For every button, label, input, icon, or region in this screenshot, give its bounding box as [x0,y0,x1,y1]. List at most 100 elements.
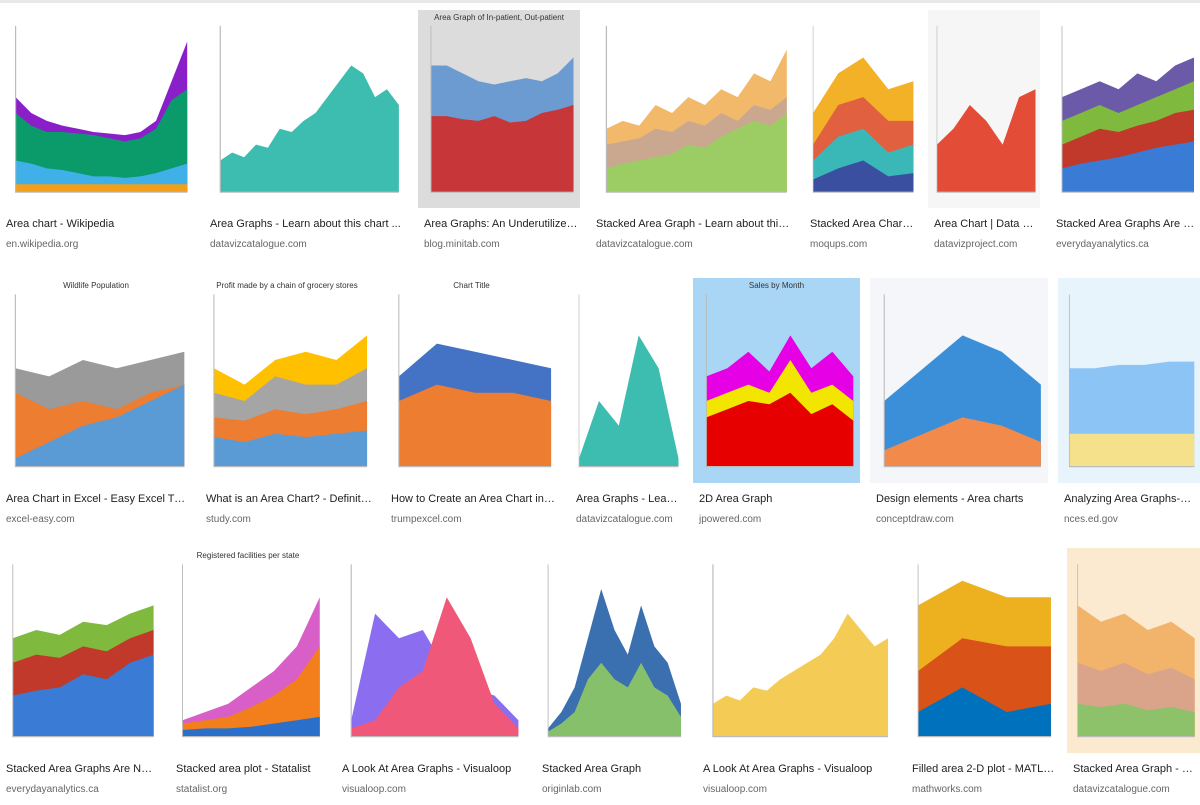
result-title[interactable]: Stacked Area Graphs Are Not Your Friend … [6,763,158,775]
chart-axes [12,564,154,738]
image-result[interactable]: Stacked Area Graph - Learn about this ..… [590,10,795,260]
result-title[interactable]: Stacked area plot - Statalist [176,763,311,775]
result-thumbnail[interactable] [804,10,918,208]
area-series [430,105,574,193]
result-thumbnail[interactable] [536,548,687,753]
area-series [15,384,185,467]
result-title[interactable]: Design elements - Area charts [876,493,1024,505]
image-result[interactable]: Analyzing Area Graphs-NCES Kids' Zone nce… [1058,278,1200,535]
result-thumbnail[interactable] [1050,10,1200,208]
image-result[interactable]: Area Chart | Data Viz Project datavizproj… [928,10,1040,260]
result-source[interactable]: datavizcatalogue.com [596,239,693,250]
result-title[interactable]: Stacked Area Graph - Learn about th... [1073,763,1198,775]
chart-axes [213,294,368,468]
area-chart-thumbnail [1068,294,1195,468]
result-title[interactable]: Area Graphs - Learn about this ... [576,493,681,505]
result-source[interactable]: jpowered.com [699,514,762,525]
image-result[interactable]: Stacked Area Graph originlab.com [536,548,687,805]
result-source[interactable]: excel-easy.com [6,514,75,525]
image-result[interactable]: Design elements - Area charts conceptdraw… [870,278,1048,535]
result-title[interactable]: A Look At Area Graphs - Visualoop [703,763,873,775]
result-thumbnail[interactable] [0,10,195,208]
result-title[interactable]: Area Graphs: An Underutilized Tool [424,218,578,230]
area-series [15,184,188,193]
result-title[interactable]: Stacked Area Graphs Are Not Your Friend … [1056,218,1198,230]
result-source[interactable]: study.com [206,514,251,525]
image-result[interactable]: Filled area 2-D plot - MATLAB area mathwo… [906,548,1057,805]
area-chart-thumbnail [430,25,574,193]
image-result[interactable]: Stacked Area Graphs Are Not Your Friend … [0,548,160,805]
result-source[interactable]: datavizcatalogue.com [1073,784,1170,795]
image-result[interactable]: Area Graphs - Learn about this chart ...… [204,10,407,260]
result-source[interactable]: datavizcatalogue.com [576,514,673,525]
image-result[interactable]: A Look At Area Graphs - Visualoop visualo… [697,548,896,805]
image-result[interactable]: Sales by Month 2D Area Graph jpowered.com [693,278,860,535]
image-result[interactable]: Area Graph of In-patient, Out-patient Are… [418,10,580,260]
area-series [813,160,914,193]
result-thumbnail[interactable] [1058,278,1200,483]
result-source[interactable]: nces.ed.gov [1064,514,1118,525]
result-thumbnail[interactable] [870,278,1048,483]
area-series [182,646,320,737]
area-chart-thumbnail [1077,564,1195,738]
result-title[interactable]: Area Graphs - Learn about this chart ... [210,218,401,230]
result-title[interactable]: 2D Area Graph [699,493,773,505]
result-thumbnail[interactable] [590,10,795,208]
result-title[interactable]: Stacked Area Graph - Learn about this ..… [596,218,793,230]
result-title[interactable]: What is an Area Chart? - Definition ... [206,493,372,505]
result-source[interactable]: trumpexcel.com [391,514,462,525]
result-source[interactable]: visualoop.com [342,784,406,795]
image-result[interactable]: Wildlife Population Area Chart in Excel -… [0,278,192,535]
image-result[interactable]: Stacked Area Graph - Learn about th... da… [1067,548,1200,805]
result-source[interactable]: en.wikipedia.org [6,239,79,250]
result-source[interactable]: mathworks.com [912,784,983,795]
image-result[interactable]: Chart Title How to Create an Area Chart i… [385,278,558,535]
area-chart-thumbnail [547,564,681,738]
image-result[interactable]: Stacked Area Chart Template | ... moqups.… [804,10,918,260]
result-source[interactable]: everydayanalytics.ca [1056,239,1149,250]
image-result[interactable]: A Look At Area Graphs - Visualoop visualo… [336,548,526,805]
result-title[interactable]: Area Chart in Excel - Easy Excel Tutoria… [6,493,190,505]
thumbnail-chart-title: Profit made by a chain of grocery stores [216,281,358,290]
result-thumbnail[interactable] [0,548,160,753]
result-source[interactable]: visualoop.com [703,784,767,795]
result-thumbnail[interactable]: Sales by Month [693,278,860,483]
result-source[interactable]: conceptdraw.com [876,514,954,525]
area-chart-thumbnail [605,25,787,193]
result-source[interactable]: statalist.org [176,784,228,795]
result-thumbnail[interactable]: Chart Title [385,278,558,483]
area-chart-thumbnail [917,564,1051,738]
result-title[interactable]: How to Create an Area Chart in Excel ... [391,493,556,505]
result-thumbnail[interactable]: Wildlife Population [0,278,192,483]
result-title[interactable]: Stacked Area Chart Template | ... [810,218,916,230]
result-title[interactable]: Stacked Area Graph [542,763,642,775]
result-source[interactable]: blog.minitab.com [424,239,500,250]
result-title[interactable]: Analyzing Area Graphs-NCES Kids' Zone [1064,493,1198,505]
image-result[interactable]: Area chart - Wikipedia en.wikipedia.org [0,10,195,260]
result-title[interactable]: Area Chart | Data Viz Project [934,218,1038,230]
image-result[interactable]: Area Graphs - Learn about this ... datavi… [570,278,683,535]
result-source[interactable]: moqups.com [810,239,868,250]
result-source[interactable]: datavizproject.com [934,239,1018,250]
result-thumbnail[interactable] [906,548,1057,753]
image-result[interactable]: Profit made by a chain of grocery stores… [200,278,374,535]
result-title[interactable]: Area chart - Wikipedia [6,218,115,230]
image-result[interactable]: Stacked Area Graphs Are Not Your Friend … [1050,10,1200,260]
result-thumbnail[interactable]: Profit made by a chain of grocery stores [200,278,374,483]
result-source[interactable]: originlab.com [542,784,602,795]
chart-axes [398,294,552,468]
result-thumbnail[interactable] [928,10,1040,208]
result-title[interactable]: A Look At Area Graphs - Visualoop [342,763,512,775]
result-thumbnail[interactable] [570,278,683,483]
result-title[interactable]: Filled area 2-D plot - MATLAB area [912,763,1055,775]
result-thumbnail[interactable]: Area Graph of In-patient, Out-patient [418,10,580,208]
image-result[interactable]: Registered facilities per state Stacked a… [170,548,326,805]
result-thumbnail[interactable] [697,548,896,753]
area-series [398,384,552,467]
result-thumbnail[interactable]: Registered facilities per state [170,548,326,753]
result-source[interactable]: datavizcatalogue.com [210,239,307,250]
result-thumbnail[interactable] [336,548,526,753]
result-thumbnail[interactable] [204,10,407,208]
result-source[interactable]: everydayanalytics.ca [6,784,99,795]
result-thumbnail[interactable] [1067,548,1200,753]
